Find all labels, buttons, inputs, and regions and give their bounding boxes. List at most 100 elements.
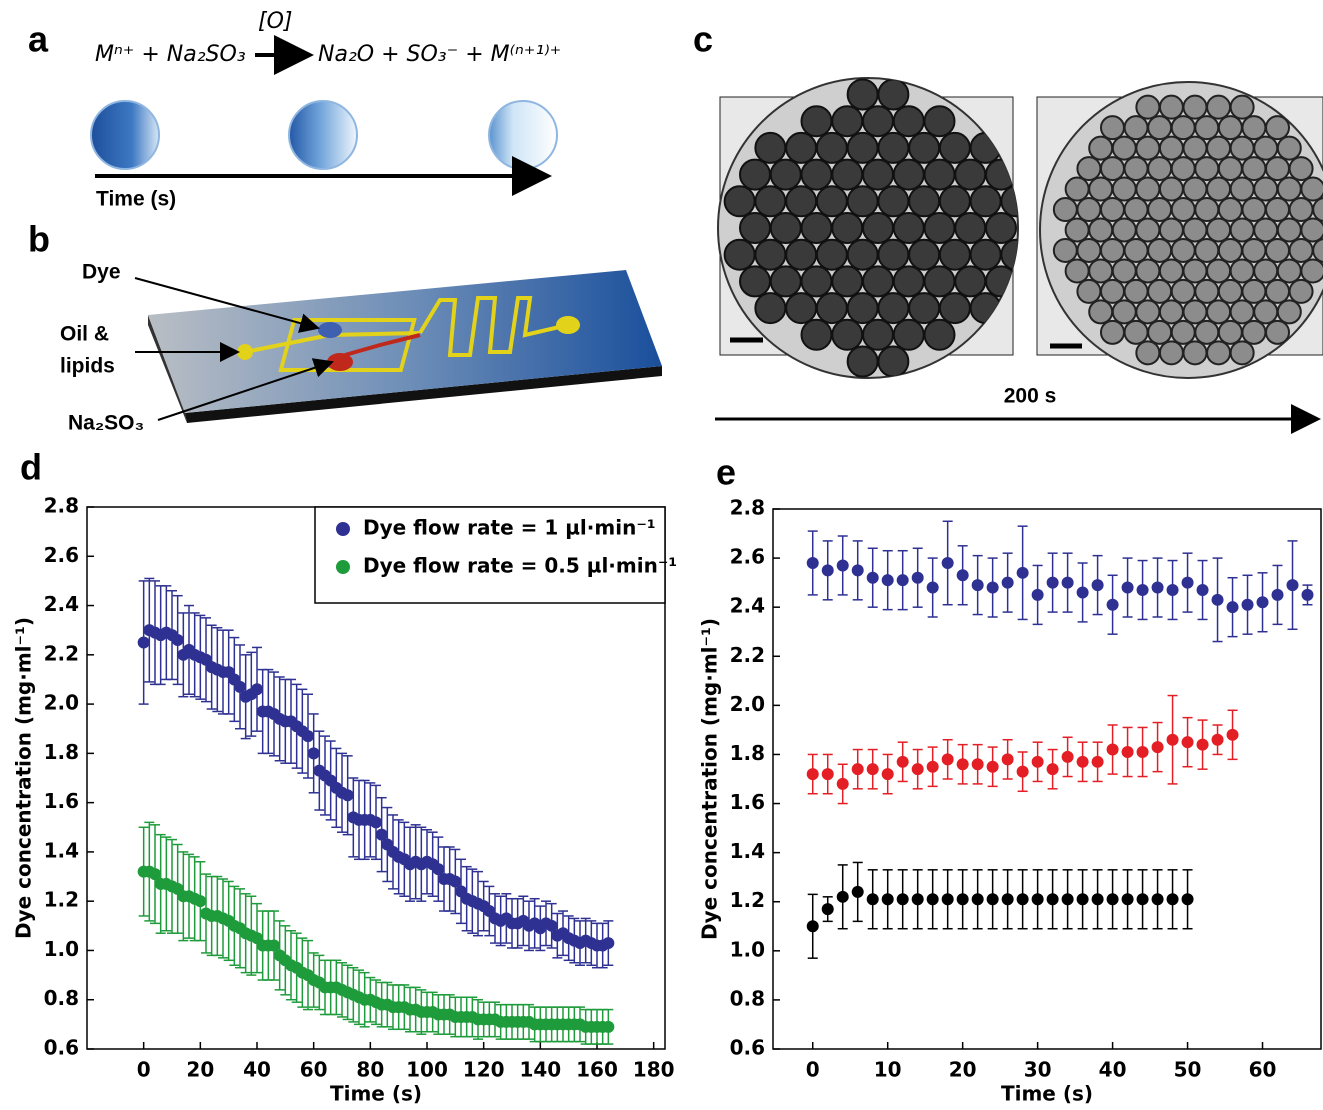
droplet [1135,176,1161,202]
data-point [1136,893,1149,906]
legend-marker [336,560,350,574]
droplet [1135,258,1161,284]
droplet [908,238,941,271]
droplet [892,212,925,244]
droplet [1123,156,1149,182]
droplet [785,292,818,325]
data-point [1001,576,1014,589]
droplet [1194,319,1220,345]
data-point [149,868,161,881]
y-tick-label: 2.0 [730,692,765,716]
data-point [545,919,558,932]
droplet [1253,135,1279,161]
data-point [1256,596,1269,609]
chip-edge [148,315,187,423]
droplet [1265,319,1291,345]
data-point [1196,584,1209,596]
x-axis-label: Time (s) [330,1082,422,1106]
droplet [1123,237,1149,263]
data-point [251,683,263,696]
droplet [862,158,894,191]
data-point [866,893,879,906]
data-point [956,758,969,771]
droplet [1229,135,1255,161]
droplet [923,105,956,138]
data-point [941,753,954,766]
droplet [831,212,864,244]
droplet [862,265,894,298]
droplet [1158,299,1184,325]
data-point [941,893,954,906]
x-tick-label: 140 [519,1058,561,1082]
droplet [1229,299,1255,325]
panel-label: b [28,219,50,260]
data-point [836,777,849,790]
droplet [877,78,910,111]
x-tick-label: 10 [874,1058,902,1082]
data-point [1091,755,1104,768]
data-point [1076,893,1089,906]
droplet [846,185,879,218]
droplet [923,212,956,244]
droplet [1182,176,1208,202]
droplet [1170,237,1196,263]
droplet [877,345,910,378]
data-point [836,890,849,903]
y-tick-label: 0.6 [730,1036,765,1060]
droplet [1170,278,1196,304]
droplet [1253,176,1279,202]
y-tick-label: 2.6 [730,545,765,569]
data-point [449,875,462,888]
droplet [769,158,802,191]
droplet [815,131,848,164]
x-tick-label: 30 [1024,1058,1052,1082]
droplet [892,265,925,298]
data-point [1181,893,1194,906]
data-point [234,680,246,693]
droplet [954,158,987,191]
droplet [1253,258,1279,284]
droplet [1111,258,1137,284]
droplet [1111,176,1137,202]
droplet [892,158,925,191]
droplet [1123,197,1149,223]
data-point [851,763,864,776]
droplet [1064,176,1090,202]
droplet [1217,237,1243,263]
droplet [1123,319,1149,345]
data-point [1151,581,1164,594]
droplet [1206,135,1232,161]
droplet [1135,135,1161,161]
droplet-array [723,78,1018,378]
droplet [969,185,1002,218]
y-tick-label: 0.8 [730,986,765,1010]
droplet [1241,237,1267,263]
droplet [877,131,910,164]
data-point [971,758,984,771]
y-tick-label: 1.2 [44,888,79,912]
data-point [1046,893,1059,906]
data-point [971,579,984,592]
data-point [1016,893,1029,906]
data-point [926,581,939,594]
data-point [971,893,984,906]
x-tick-label: 0 [137,1058,151,1082]
droplet [1182,340,1208,366]
droplet [1088,299,1114,325]
legend-label: Dye flow rate = 0.5 µl·min⁻¹ [363,554,677,578]
data-point [1061,893,1074,906]
data-point [926,893,939,906]
droplet [785,238,818,271]
data-point [1106,893,1119,906]
chip-label: Dye [82,261,121,284]
data-point [1001,753,1014,766]
panel-label: e [716,452,736,493]
data-point [1166,584,1179,596]
droplet [1147,319,1173,345]
droplet [1194,278,1220,304]
droplet [1206,299,1232,325]
droplet [1229,176,1255,202]
data-point [194,895,207,908]
data-point [602,937,615,950]
droplet [1229,94,1255,120]
